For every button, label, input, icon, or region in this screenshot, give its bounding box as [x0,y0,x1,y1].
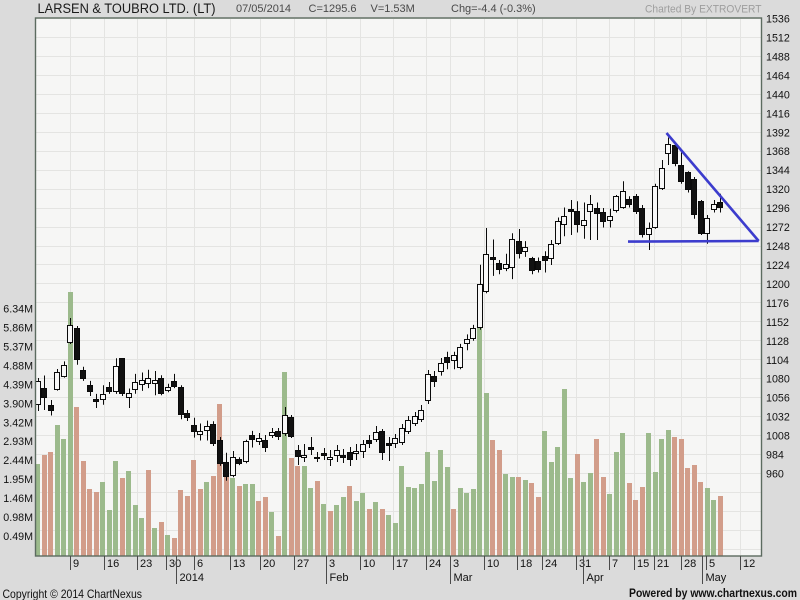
svg-text:1176: 1176 [766,298,789,310]
svg-text:07/05/2014: 07/05/2014 [236,3,291,15]
svg-text:27: 27 [297,558,309,570]
svg-text:C=1295.6: C=1295.6 [309,3,357,15]
svg-text:1464: 1464 [766,70,790,82]
svg-text:1296: 1296 [766,203,790,215]
svg-text:1536: 1536 [766,14,790,26]
svg-text:Powered by www.chartnexus.com: Powered by www.chartnexus.com [629,586,797,600]
svg-text:5.37M: 5.37M [3,341,33,353]
svg-text:3.42M: 3.42M [3,417,33,429]
svg-text:10: 10 [487,558,499,570]
svg-text:1488: 1488 [766,51,790,63]
svg-text:V=1.53M: V=1.53M [371,3,415,15]
svg-text:2014: 2014 [180,572,204,584]
svg-text:Feb: Feb [330,572,349,584]
svg-text:1440: 1440 [766,89,790,101]
svg-text:4.39M: 4.39M [3,379,33,391]
svg-text:1272: 1272 [766,222,790,234]
svg-text:Mar: Mar [454,572,473,584]
svg-text:1128: 1128 [766,336,789,348]
svg-text:21: 21 [657,558,669,570]
svg-text:Copyright © 2014 ChartNexus: Copyright © 2014 ChartNexus [3,587,143,600]
svg-text:1104: 1104 [766,355,789,367]
svg-text:18: 18 [520,558,532,570]
svg-text:13: 13 [233,558,245,570]
svg-text:960: 960 [766,469,784,481]
svg-text:984: 984 [766,450,784,462]
svg-text:May: May [706,572,727,584]
svg-text:Charted By EXTROVERT: Charted By EXTROVERT [645,4,762,16]
svg-text:1056: 1056 [766,393,790,405]
svg-text:2.44M: 2.44M [3,455,33,467]
svg-text:1512: 1512 [766,33,790,45]
svg-text:10: 10 [363,558,375,570]
svg-text:12: 12 [743,558,755,570]
svg-text:3: 3 [329,558,335,570]
svg-text:23: 23 [140,558,152,570]
svg-text:30: 30 [169,558,181,570]
svg-text:1.95M: 1.95M [3,474,33,486]
svg-text:1152: 1152 [766,317,789,329]
svg-text:20: 20 [263,558,275,570]
svg-text:16: 16 [107,558,119,570]
svg-text:17: 17 [396,558,408,570]
svg-text:1200: 1200 [766,279,790,291]
svg-text:31: 31 [579,558,591,570]
svg-text:24: 24 [545,558,557,570]
svg-text:1.46M: 1.46M [3,493,33,505]
svg-text:0.49M: 0.49M [3,531,33,543]
svg-text:0.98M: 0.98M [3,512,33,524]
svg-text:1392: 1392 [766,127,790,139]
svg-text:1320: 1320 [766,184,790,196]
svg-text:1344: 1344 [766,165,790,177]
svg-text:1080: 1080 [766,374,790,386]
svg-text:7: 7 [612,558,618,570]
svg-text:1248: 1248 [766,241,790,253]
svg-text:3: 3 [453,558,459,570]
svg-text:Apr: Apr [587,572,604,584]
svg-text:5.86M: 5.86M [3,323,33,335]
svg-text:3.90M: 3.90M [3,398,33,410]
svg-text:6.34M: 6.34M [3,304,33,316]
svg-text:1008: 1008 [766,431,790,443]
svg-text:24: 24 [429,558,441,570]
svg-text:9: 9 [73,558,79,570]
svg-text:LARSEN & TOUBRO LTD. (LT): LARSEN & TOUBRO LTD. (LT) [38,1,216,16]
svg-text:Chg=-4.4 (-0.3%): Chg=-4.4 (-0.3%) [451,3,536,15]
svg-text:4.88M: 4.88M [3,360,33,372]
svg-text:1224: 1224 [766,260,790,272]
svg-text:1368: 1368 [766,146,790,158]
svg-text:15: 15 [637,558,649,570]
svg-text:28: 28 [684,558,696,570]
svg-text:5: 5 [709,558,715,570]
svg-text:1416: 1416 [766,108,790,120]
svg-text:2.93M: 2.93M [3,436,33,448]
svg-text:6: 6 [197,558,203,570]
svg-text:1032: 1032 [766,412,790,424]
